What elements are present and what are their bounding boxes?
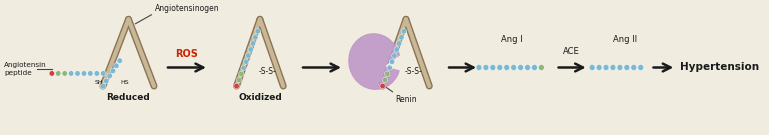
Circle shape xyxy=(107,73,112,79)
Text: ROS: ROS xyxy=(175,49,198,59)
Circle shape xyxy=(55,71,61,76)
Text: Ang II: Ang II xyxy=(613,35,637,44)
Circle shape xyxy=(94,71,99,76)
Text: SH: SH xyxy=(95,80,104,85)
Circle shape xyxy=(387,65,392,71)
Text: -S-S-: -S-S- xyxy=(258,67,276,76)
Text: Reduced: Reduced xyxy=(107,93,151,102)
Wedge shape xyxy=(386,53,408,72)
Circle shape xyxy=(110,68,115,74)
Circle shape xyxy=(255,28,261,34)
Circle shape xyxy=(88,71,93,76)
Circle shape xyxy=(101,71,106,76)
Circle shape xyxy=(114,63,119,68)
Circle shape xyxy=(241,65,246,71)
Circle shape xyxy=(380,83,385,89)
Circle shape xyxy=(504,65,510,70)
Circle shape xyxy=(100,83,105,89)
Circle shape xyxy=(596,65,602,70)
Circle shape xyxy=(497,65,503,70)
Circle shape xyxy=(524,65,531,70)
Circle shape xyxy=(391,53,397,58)
Circle shape xyxy=(538,65,544,70)
Text: Renin: Renin xyxy=(396,95,418,104)
Circle shape xyxy=(117,58,122,63)
Circle shape xyxy=(638,65,644,70)
Circle shape xyxy=(531,65,538,70)
Circle shape xyxy=(75,71,80,76)
Text: Angiotensinogen: Angiotensinogen xyxy=(155,4,219,13)
Circle shape xyxy=(518,65,524,70)
Circle shape xyxy=(62,71,68,76)
Circle shape xyxy=(631,65,637,70)
Text: Oxidized: Oxidized xyxy=(238,93,281,102)
Text: Ang I: Ang I xyxy=(501,35,523,44)
Circle shape xyxy=(401,28,407,34)
Circle shape xyxy=(238,71,244,77)
Circle shape xyxy=(49,71,55,76)
Circle shape xyxy=(248,47,253,52)
Circle shape xyxy=(234,83,239,89)
Ellipse shape xyxy=(349,34,400,89)
Circle shape xyxy=(389,59,394,64)
Text: Angiotensin
peptide: Angiotensin peptide xyxy=(5,62,47,76)
Circle shape xyxy=(396,41,401,46)
Circle shape xyxy=(394,47,399,52)
Circle shape xyxy=(610,65,616,70)
Circle shape xyxy=(476,65,482,70)
Circle shape xyxy=(398,35,404,40)
Circle shape xyxy=(104,78,109,84)
Circle shape xyxy=(236,77,241,83)
Text: -S-S-: -S-S- xyxy=(404,67,422,76)
Circle shape xyxy=(483,65,489,70)
Text: HS: HS xyxy=(121,80,129,85)
Circle shape xyxy=(511,65,517,70)
Circle shape xyxy=(589,65,595,70)
Circle shape xyxy=(251,41,256,46)
Circle shape xyxy=(243,59,248,64)
Circle shape xyxy=(245,53,251,58)
Circle shape xyxy=(253,35,258,40)
Circle shape xyxy=(603,65,609,70)
Circle shape xyxy=(617,65,623,70)
Circle shape xyxy=(68,71,74,76)
Circle shape xyxy=(82,71,87,76)
Text: ACE: ACE xyxy=(564,47,580,56)
Text: Hypertension: Hypertension xyxy=(680,63,759,72)
Circle shape xyxy=(490,65,496,70)
Circle shape xyxy=(624,65,630,70)
Circle shape xyxy=(382,77,388,83)
Circle shape xyxy=(384,71,390,77)
